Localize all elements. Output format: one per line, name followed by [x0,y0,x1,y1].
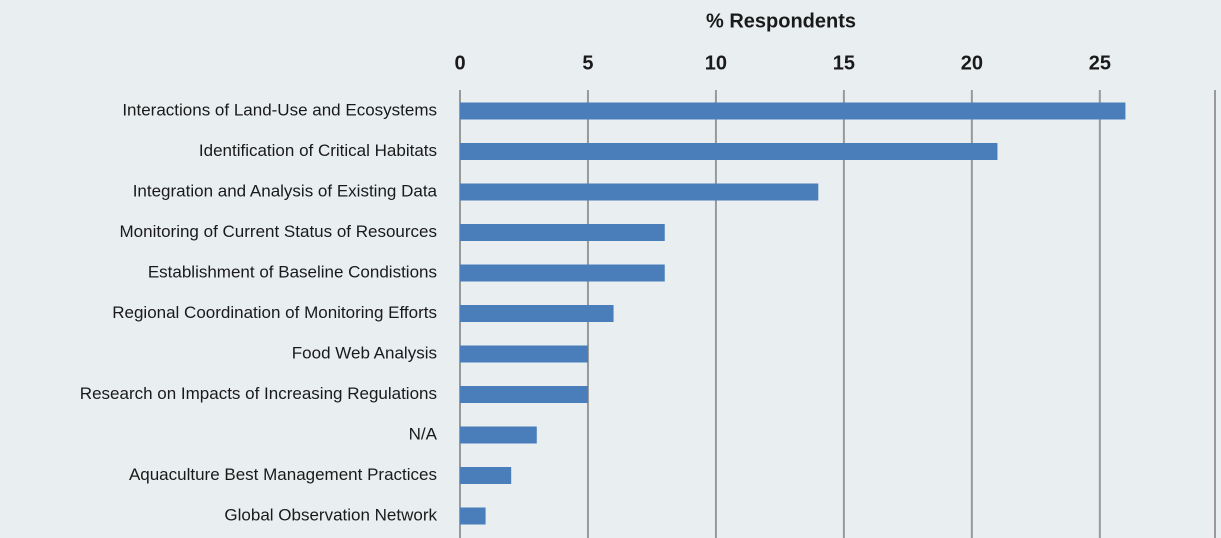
bar [460,264,665,282]
y-tick-label: Regional Coordination of Monitoring Effo… [112,303,437,322]
y-tick-label: Interactions of Land-Use and Ecosystems [122,100,437,119]
y-tick-label: Identification of Critical Habitats [199,141,437,160]
bar [460,102,1126,120]
bar [460,467,512,484]
y-tick-label: Global Observation Network [224,505,437,524]
bar [460,183,819,201]
y-tick-label: Monitoring of Current Status of Resource… [120,222,437,241]
x-tick-label: 20 [961,52,983,74]
y-tick-label: N/A [409,424,438,443]
y-tick-label: Research on Impacts of Increasing Regula… [80,384,437,403]
axis-title: % Respondents [706,10,856,32]
x-tick-label: 10 [705,52,727,74]
bar [460,507,486,525]
x-tick-label: 0 [454,52,465,74]
bar [460,426,537,444]
bar [460,143,998,160]
x-tick-label: 15 [833,52,855,74]
bar [460,224,665,241]
bar [460,305,614,322]
y-tick-label: Aquaculture Best Management Practices [129,465,437,484]
x-tick-label: 5 [582,52,593,74]
y-tick-label: Establishment of Baseline Condistions [148,262,437,281]
y-tick-label: Integration and Analysis of Existing Dat… [133,181,438,200]
bar [460,386,588,403]
x-tick-label: 25 [1089,52,1111,74]
y-tick-label: Food Web Analysis [292,343,437,362]
bar [460,345,588,363]
